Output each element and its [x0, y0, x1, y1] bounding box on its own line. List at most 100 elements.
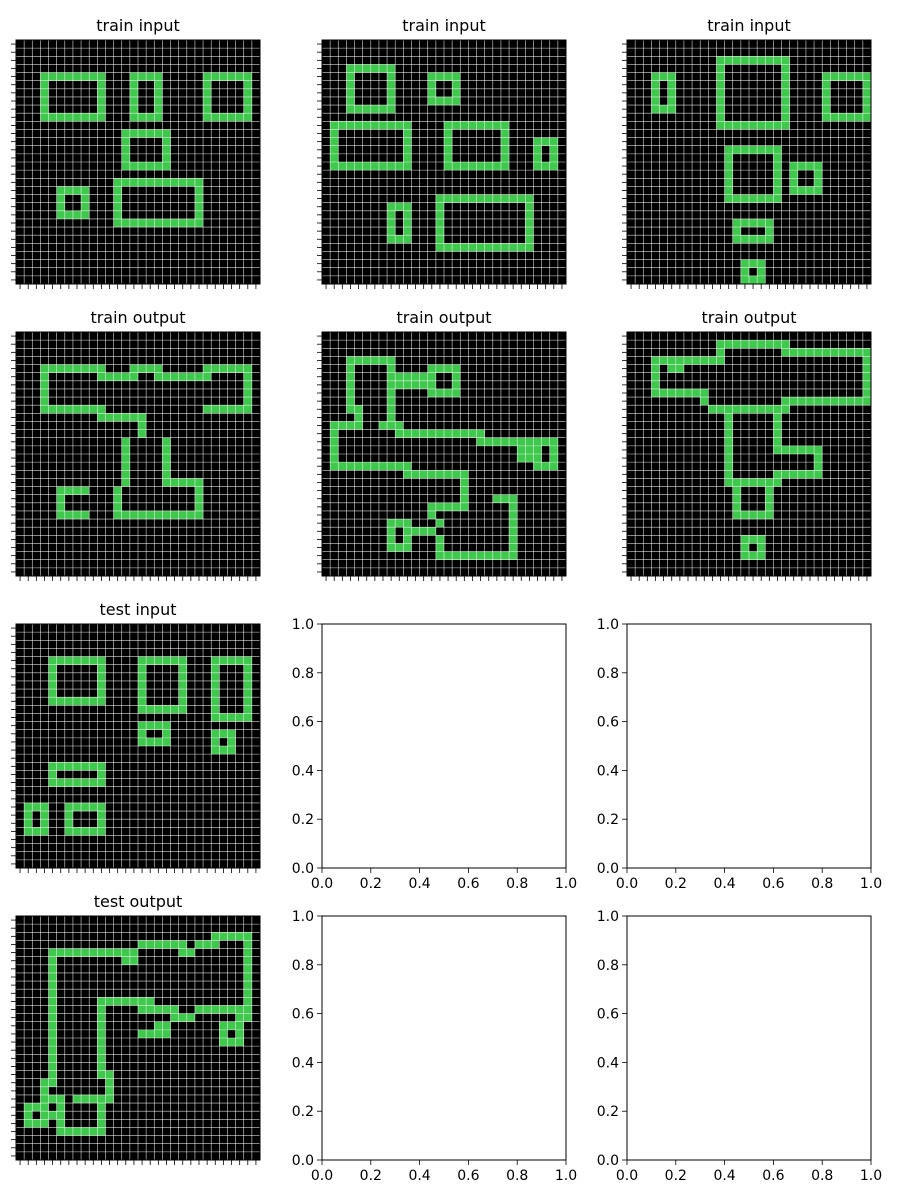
- grid-cell: [330, 462, 339, 471]
- grid-cell: [32, 1103, 41, 1112]
- grid-cell: [113, 486, 122, 495]
- grid-cell: [48, 1111, 57, 1120]
- grid-cell: [48, 1013, 57, 1022]
- grid-cell: [219, 113, 228, 122]
- grid-cell: [129, 372, 138, 381]
- grid-cell: [243, 113, 252, 122]
- grid-cell: [395, 380, 404, 389]
- grid-cell: [129, 997, 138, 1006]
- grid-cell: [113, 372, 122, 381]
- grid-cell: [97, 948, 106, 957]
- grid-cell: [773, 56, 782, 65]
- grid-cell: [227, 405, 236, 414]
- grid-cell: [40, 88, 49, 97]
- grid-cell: [362, 462, 371, 471]
- grid-cell: [97, 997, 106, 1006]
- grid-cell: [387, 202, 396, 211]
- grid-cell: [194, 1005, 204, 1014]
- grid-cell: [460, 502, 469, 511]
- grid-cell: [56, 1094, 65, 1104]
- grid-cell: [129, 510, 138, 520]
- grid-cell: [403, 380, 412, 389]
- grid-cell: [724, 145, 733, 154]
- grid-cell: [403, 153, 412, 162]
- grid-cell: [121, 137, 130, 146]
- grid-cell: [822, 397, 831, 406]
- grid-cell: [370, 462, 379, 471]
- grid-cell: [138, 1005, 147, 1014]
- grid-cell: [146, 1005, 155, 1014]
- grid-cell: [476, 429, 485, 438]
- grid-cell: [830, 397, 839, 406]
- y-tick-label: 0.2: [292, 812, 314, 828]
- grid-cell: [789, 445, 798, 454]
- grid-cell: [162, 153, 171, 162]
- grid-cell: [56, 194, 65, 203]
- grid-cell: [354, 462, 363, 471]
- grid-cell: [765, 502, 774, 511]
- panel-title: train output: [701, 308, 796, 327]
- grid-cell: [757, 145, 766, 154]
- grid-cell: [81, 762, 90, 771]
- grid-cell: [72, 210, 82, 219]
- grid-cell: [243, 80, 252, 89]
- grid-cell: [549, 445, 558, 454]
- grid-cell: [178, 948, 187, 957]
- grid-cell: [346, 356, 355, 365]
- grid-cell: [243, 956, 252, 965]
- grid-cell: [113, 997, 122, 1006]
- grid-cell: [194, 202, 204, 211]
- grid-cell: [243, 364, 252, 373]
- grid-cell: [154, 162, 163, 171]
- grid-cell: [452, 429, 461, 438]
- grid-cell: [419, 527, 428, 536]
- grid-cell: [89, 827, 98, 836]
- grid-cell: [330, 162, 339, 171]
- grid-cell: [419, 372, 428, 381]
- grid-cell: [781, 72, 790, 81]
- grid-cell: [56, 656, 65, 665]
- grid-cell: [387, 543, 396, 552]
- grid-cell: [40, 1111, 49, 1120]
- x-tick-label: 0.0: [616, 876, 638, 892]
- y-tick-label: 0.6: [292, 1007, 314, 1023]
- grid-cell: [72, 656, 82, 665]
- grid-cell: [395, 543, 404, 552]
- grid-cell: [435, 470, 444, 479]
- grid-cell: [444, 145, 453, 154]
- grid-cell: [387, 535, 396, 544]
- grid-cell: [683, 356, 693, 365]
- grid-cell: [716, 72, 725, 81]
- grid-cell: [170, 1013, 179, 1022]
- grid-cell: [846, 113, 855, 122]
- grid-cell: [411, 470, 420, 479]
- grid-cell: [154, 129, 163, 138]
- grid-cell: [773, 421, 782, 430]
- grid-cell: [121, 478, 130, 487]
- grid-cell: [194, 372, 204, 381]
- grid-cell: [435, 72, 444, 81]
- grid-cell: [227, 746, 236, 755]
- grid-cell: [97, 372, 106, 381]
- grid-cell: [219, 713, 228, 722]
- grid-cell: [525, 445, 534, 454]
- grid-cell: [56, 210, 65, 219]
- grid-cell: [56, 1127, 65, 1136]
- grid-cell: [162, 437, 171, 446]
- grid-cell: [452, 380, 461, 389]
- grid-cell: [444, 470, 453, 479]
- grid-cell: [203, 372, 212, 381]
- grid-cell: [716, 64, 725, 73]
- grid-cell: [97, 778, 106, 787]
- grid-cell: [354, 162, 363, 171]
- grid-cell: [56, 697, 65, 706]
- grid-cell: [97, 1038, 106, 1047]
- grid-cell: [822, 72, 831, 81]
- grid-cell: [162, 510, 171, 520]
- grid-cell: [419, 429, 428, 438]
- grid-cell: [48, 1046, 57, 1055]
- grid-cell: [732, 227, 741, 236]
- grid-cell: [243, 656, 252, 665]
- grid-cell: [219, 72, 228, 81]
- grid-cell: [716, 88, 725, 97]
